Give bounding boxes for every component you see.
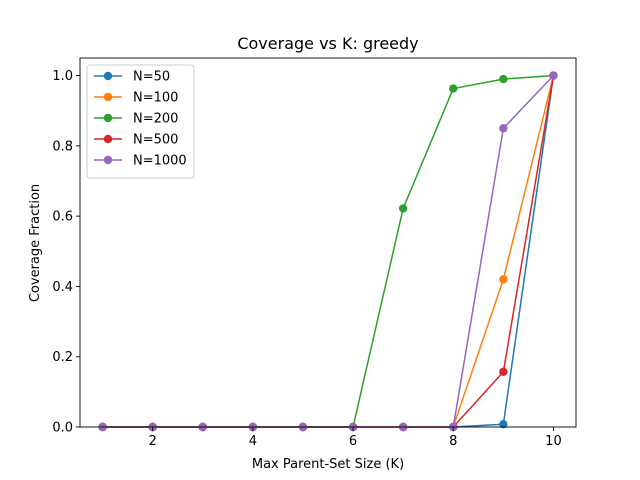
legend-label: N=500 <box>133 133 178 148</box>
plot-area: 2 4 6 8 10 0.0 0.2 0.4 0.6 0.8 1.0 <box>52 57 577 449</box>
data-point-s3-8 <box>499 367 508 377</box>
y-tick-label: 1.0 <box>52 69 73 84</box>
x-tick-label: 2 <box>149 434 157 449</box>
data-point-s2-6 <box>398 204 408 213</box>
data-point-s2-7 <box>449 84 458 93</box>
axes-frame <box>79 57 577 428</box>
legend: N=50 N=100 N=200 N=500 N=1000 <box>86 64 195 179</box>
y-tick-label: 0.2 <box>52 350 73 365</box>
legend-label: N=200 <box>133 112 178 127</box>
x-tick-label: 4 <box>249 434 257 449</box>
x-tick-label: 8 <box>449 434 457 449</box>
legend-swatch-marker <box>103 113 113 123</box>
data-point-s4-8 <box>499 124 508 133</box>
chart-title: Coverage vs K: greedy <box>237 34 418 53</box>
legend-label: N=50 <box>133 70 170 85</box>
x-tick-label: 6 <box>349 434 357 449</box>
data-point-s0-8 <box>499 419 508 429</box>
legend-swatch-marker <box>103 92 113 102</box>
data-point-s4-9 <box>549 71 558 80</box>
legend-label: N=100 <box>133 91 178 106</box>
data-point-s2-8 <box>499 74 508 84</box>
x-tick-label: 10 <box>545 434 562 449</box>
y-axis-label: Coverage Fraction <box>28 184 43 302</box>
y-tick-label: 0.0 <box>52 421 73 436</box>
legend-label: N=1000 <box>133 154 187 169</box>
legend-swatch-marker <box>103 71 113 81</box>
legend-swatch-marker <box>103 155 113 165</box>
y-tick-label: 0.6 <box>52 210 73 225</box>
y-tick-label: 0.4 <box>52 280 73 295</box>
data-point-s1-8 <box>499 275 508 284</box>
legend-box <box>86 64 195 179</box>
y-tick-label: 0.8 <box>52 139 73 154</box>
x-axis-label: Max Parent-Set Size (K) <box>252 457 404 472</box>
legend-swatch-marker <box>103 134 113 144</box>
